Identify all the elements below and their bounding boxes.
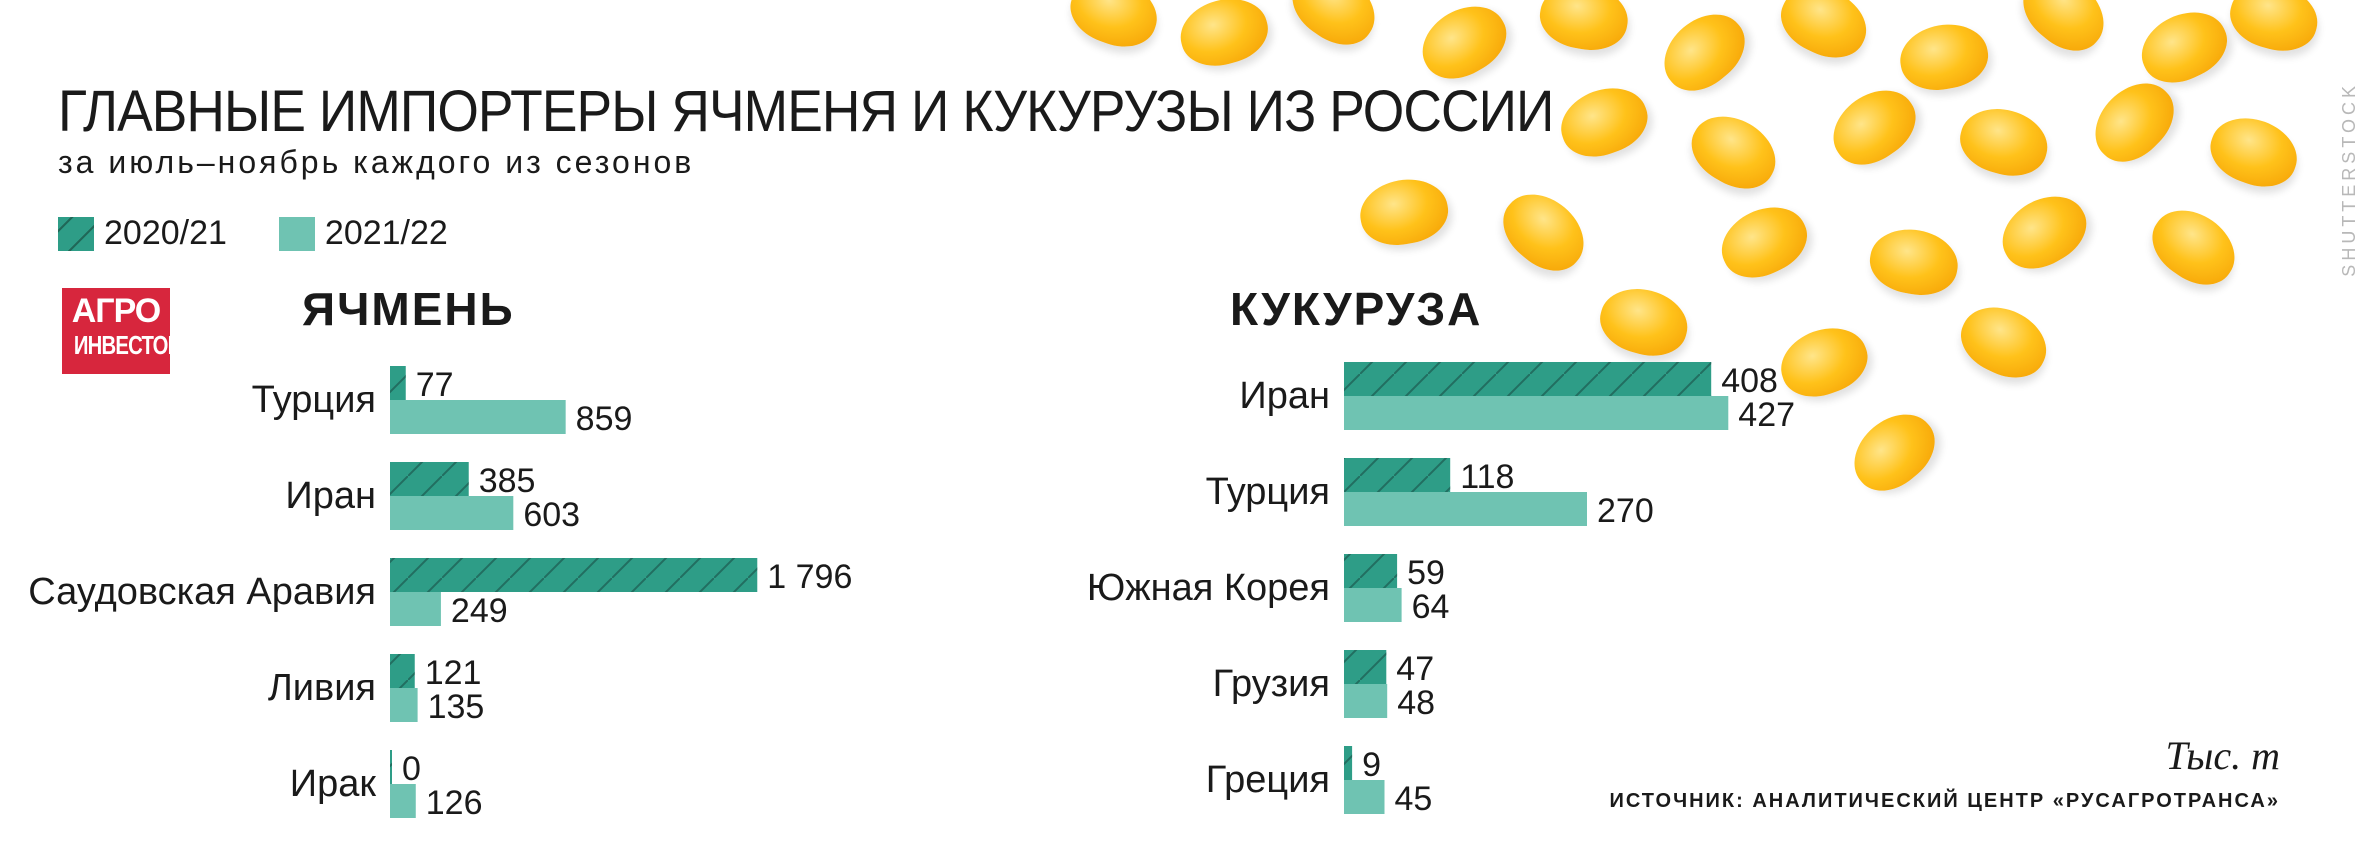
category-label: Иран xyxy=(285,475,376,517)
category-label: Иран xyxy=(1239,375,1330,417)
bar-hatch xyxy=(1344,458,1451,492)
value-label-2021-22: 48 xyxy=(1397,684,1435,722)
bar-2021-22 xyxy=(390,400,566,434)
legend-label-2020-21: 2020/21 xyxy=(104,214,227,252)
value-label-2020-21: 1 796 xyxy=(767,558,852,596)
bar-2021-22 xyxy=(1344,492,1587,526)
category-label: Саудовская Аравия xyxy=(28,571,376,613)
bar-hatch xyxy=(1344,650,1387,684)
bar-hatch xyxy=(390,462,469,496)
unit-label: Тыс. т xyxy=(2165,733,2280,778)
value-label-2021-22: 603 xyxy=(523,496,580,534)
bar-2021-22 xyxy=(1344,780,1385,814)
category-label: Греция xyxy=(1206,759,1330,801)
category-label: Ливия xyxy=(268,667,376,709)
bar-2021-22 xyxy=(1344,588,1402,622)
value-label-2020-21: 385 xyxy=(479,462,536,500)
value-label-2021-22: 64 xyxy=(1412,588,1450,626)
chart-title: ГЛАВНЫЕ ИМПОРТЕРЫ ЯЧМЕНЯ И КУКУРУЗЫ ИЗ Р… xyxy=(58,79,1554,144)
value-label-2021-22: 427 xyxy=(1738,396,1795,434)
photo-watermark: SHUTTERSTOCK xyxy=(2339,82,2359,277)
value-label-2020-21: 9 xyxy=(1362,746,1381,784)
bar-hatch xyxy=(390,558,758,592)
source-note: ИСТОЧНИК: АНАЛИТИЧЕСКИЙ ЦЕНТР «РУСАГРОТР… xyxy=(1609,790,2280,812)
legend: 2020/21 2021/22 xyxy=(58,214,448,253)
bar-hatch xyxy=(390,750,392,784)
bar-2021-22 xyxy=(390,688,418,722)
legend-swatch-2020-21 xyxy=(58,216,94,251)
bar-2021-22 xyxy=(390,784,416,818)
corn-panel-title: КУКУРУЗА xyxy=(1230,283,1483,335)
category-label: Турция xyxy=(1206,471,1330,513)
category-label: Южная Корея xyxy=(1087,567,1330,609)
category-label: Ирак xyxy=(290,763,377,805)
value-label-2020-21: 118 xyxy=(1460,458,1514,496)
legend-label-2021-22: 2021/22 xyxy=(324,214,448,252)
agroinvestor-logo: АГРО ИНВЕСТОР xyxy=(62,288,181,374)
bar-2021-22 xyxy=(1344,684,1388,718)
chart-subtitle: за июль–ноябрь каждого из сезонов xyxy=(58,144,695,180)
bar-hatch xyxy=(1344,746,1353,780)
bar-2021-22 xyxy=(1344,396,1729,430)
value-label-2020-21: 0 xyxy=(402,750,421,788)
value-label-2021-22: 270 xyxy=(1597,492,1654,530)
bar-2021-22 xyxy=(390,496,514,530)
bar-2021-22 xyxy=(390,592,441,626)
bar-hatch xyxy=(1344,554,1398,588)
bar-hatch xyxy=(390,654,415,688)
value-label-2021-22: 45 xyxy=(1395,780,1433,818)
value-label-2021-22: 135 xyxy=(428,688,485,726)
value-label-2020-21: 59 xyxy=(1407,554,1445,592)
category-label: Грузия xyxy=(1213,663,1330,705)
bar-hatch xyxy=(1344,362,1712,396)
value-label-2020-21: 121 xyxy=(425,654,482,692)
category-label: Турция xyxy=(252,379,376,421)
bar-hatch xyxy=(390,366,406,400)
value-label-2020-21: 408 xyxy=(1721,362,1778,400)
value-label-2021-22: 249 xyxy=(451,592,508,630)
value-label-2021-22: 859 xyxy=(576,400,633,438)
logo-line-1: АГРО xyxy=(71,292,162,330)
value-label-2021-22: 126 xyxy=(426,784,483,822)
value-label-2020-21: 47 xyxy=(1396,650,1434,688)
value-label-2020-21: 77 xyxy=(416,366,454,404)
legend-swatch-2021-22 xyxy=(278,216,315,251)
barley-panel-title: ЯЧМЕНЬ xyxy=(302,283,515,335)
